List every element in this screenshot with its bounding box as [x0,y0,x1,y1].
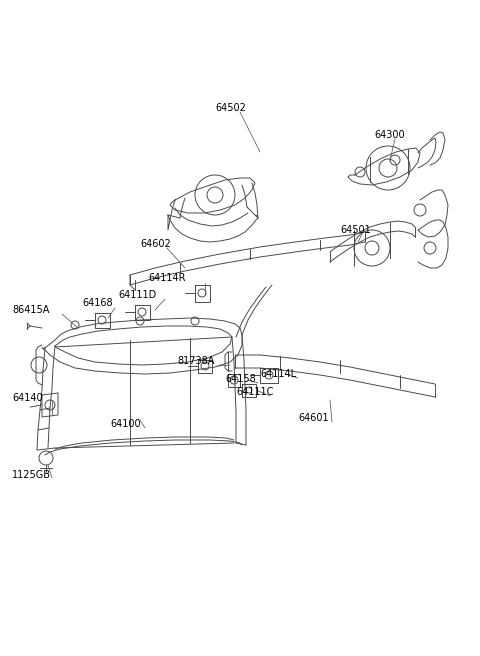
Text: 64158: 64158 [225,374,256,384]
Text: 64168: 64168 [82,298,113,308]
Text: 64502: 64502 [215,103,246,113]
Text: 64300: 64300 [374,130,405,140]
Text: 64114R: 64114R [148,273,185,283]
Text: 64501: 64501 [340,225,371,235]
Text: 81738A: 81738A [177,356,215,366]
Text: 64100: 64100 [110,419,141,429]
Text: 64140: 64140 [12,393,43,403]
Text: 1125GB: 1125GB [12,470,51,480]
Text: 64111D: 64111D [118,290,156,300]
Text: 64111C: 64111C [236,387,274,397]
Text: 64602: 64602 [140,239,171,249]
Text: 64601: 64601 [298,413,329,423]
Text: 64114L: 64114L [260,369,296,379]
Text: 86415A: 86415A [12,305,49,315]
